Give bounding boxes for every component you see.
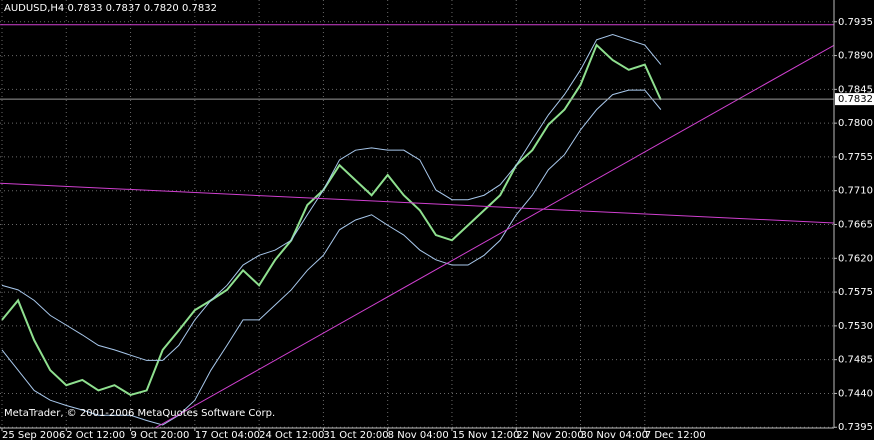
y-tick-label: 0.7845	[838, 84, 873, 95]
price-line	[1, 43, 662, 397]
y-tick-label: 0.7530	[838, 321, 873, 332]
x-tick-label: 9 Oct 20:00	[131, 430, 190, 440]
y-tick-label: 0.7935	[838, 17, 873, 28]
band-line	[1, 89, 662, 426]
current-price-box	[835, 93, 874, 106]
x-tick-label: 8 Nov 04:00	[388, 430, 449, 440]
x-tick-label: 7 Dec 12:00	[645, 430, 706, 440]
x-tick-label: 17 Oct 04:00	[195, 430, 260, 440]
x-tick-label: 2 Oct 12:00	[66, 430, 125, 440]
y-tick-label: 0.7890	[838, 51, 873, 62]
x-tick-label: 15 Nov 12:00	[452, 430, 519, 440]
y-tick-label: 0.7755	[838, 152, 873, 163]
chart-title: AUDUSD,H4 0.7833 0.7837 0.7820 0.7832	[4, 3, 217, 14]
x-tick-label: 31 Oct 20:00	[323, 430, 388, 440]
x-tick-label: 24 Oct 12:00	[259, 430, 324, 440]
y-tick-label: 0.7395	[838, 422, 873, 433]
x-tick-label: 22 Nov 20:00	[516, 430, 583, 440]
current-price-label: 0.7832	[838, 94, 873, 105]
trendline	[0, 182, 834, 224]
y-tick-label: 0.7665	[838, 220, 873, 231]
y-tick-label: 0.7710	[838, 186, 873, 197]
trendline	[154, 44, 834, 428]
y-tick-label: 0.7800	[838, 118, 873, 129]
plot-layer	[0, 0, 834, 428]
y-tick-label: 0.7620	[838, 253, 873, 264]
y-tick-label: 0.7575	[838, 287, 873, 298]
footer: MetaTrader, © 2001-2006 MetaQuotes Softw…	[4, 408, 275, 419]
band-line	[1, 34, 662, 361]
x-tick-label: 30 Nov 04:00	[581, 430, 648, 440]
plot-area	[0, 0, 834, 428]
x-tick-label: 25 Sep 2006	[2, 430, 65, 440]
y-tick-label: 0.7485	[838, 355, 873, 366]
y-tick-label: 0.7440	[838, 388, 873, 399]
